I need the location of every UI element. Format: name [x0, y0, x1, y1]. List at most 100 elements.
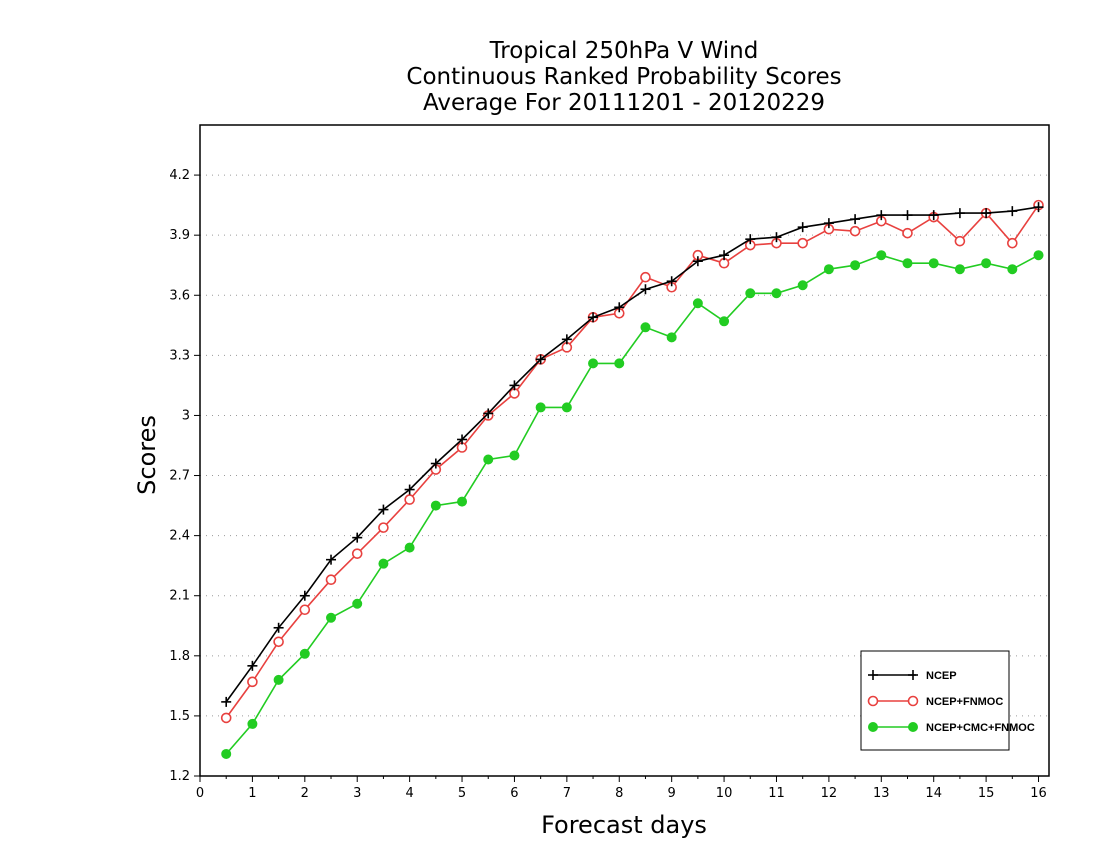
legend-label-ncep: NCEP	[926, 670, 957, 682]
data-point-ncep-cmc-fnmoc	[902, 258, 913, 269]
data-point-ncep	[797, 222, 808, 233]
legend-marker-start-ncep-cmc-fnmoc	[868, 722, 878, 732]
x-tick-label: 7	[563, 786, 571, 801]
data-point-ncep-cmc-fnmoc	[430, 500, 441, 511]
data-point-ncep	[404, 484, 415, 495]
data-point-ncep	[247, 660, 258, 671]
data-point-ncep	[1007, 206, 1018, 217]
x-tick-label: 5	[458, 786, 466, 801]
legend-item-ncep-cmc-fnmoc: NCEP+CMC+FNMOC	[868, 722, 1035, 734]
y-tick-label: 2.7	[169, 469, 190, 484]
y-tick-label: 1.5	[169, 709, 190, 724]
data-point-ncep-fnmoc	[325, 574, 337, 585]
legend-item-ncep: NCEP	[868, 670, 957, 682]
data-point-ncep	[221, 696, 232, 707]
data-point-ncep-cmc-fnmoc	[326, 612, 337, 623]
x-tick-label: 8	[615, 786, 623, 801]
data-point-ncep	[273, 622, 284, 633]
data-point-ncep-cmc-fnmoc	[1033, 250, 1044, 261]
data-point-ncep-fnmoc	[351, 548, 363, 559]
y-tick-label: 3.9	[169, 228, 190, 243]
data-point-ncep-fnmoc	[849, 225, 861, 237]
data-point-ncep	[902, 210, 913, 221]
legend-marker-end-ncep-cmc-fnmoc	[908, 722, 918, 732]
data-point-ncep-cmc-fnmoc	[771, 288, 782, 299]
data-point-ncep-cmc-fnmoc	[561, 402, 572, 413]
series-ncep-cmc-fnmoc	[221, 250, 1044, 759]
y-axis-label: Scores	[133, 415, 161, 495]
data-point-ncep-cmc-fnmoc	[588, 358, 599, 369]
data-point-ncep	[561, 334, 572, 345]
data-point-ncep-cmc-fnmoc	[719, 316, 730, 327]
x-tick-label: 2	[301, 786, 309, 801]
data-point-ncep	[876, 210, 887, 221]
x-tick-label: 14	[925, 786, 942, 801]
y-tick-label: 3	[182, 408, 190, 423]
x-tick-label: 12	[821, 786, 838, 801]
data-point-ncep-cmc-fnmoc	[1007, 264, 1018, 275]
data-point-ncep-fnmoc	[954, 235, 966, 247]
x-tick-label: 4	[405, 786, 413, 801]
plot-area-frame	[199, 124, 1050, 777]
y-tick-label: 1.2	[169, 769, 190, 784]
x-tick-label: 9	[668, 786, 676, 801]
x-tick-label: 15	[978, 786, 995, 801]
data-point-ncep-cmc-fnmoc	[247, 718, 258, 729]
chart-title-line-3: Average For 20111201 - 20120229	[423, 90, 825, 116]
data-point-ncep	[588, 312, 599, 323]
data-point-ncep	[352, 532, 363, 543]
data-point-ncep	[719, 250, 730, 261]
data-point-ncep	[745, 234, 756, 245]
data-point-ncep-fnmoc	[299, 604, 311, 616]
y-tick-label: 3.3	[169, 348, 190, 363]
data-point-ncep	[823, 218, 834, 229]
data-point-ncep-fnmoc	[640, 271, 651, 283]
data-point-ncep	[640, 284, 651, 295]
data-point-ncep	[692, 256, 703, 267]
series-group	[220, 199, 1044, 759]
grid-lines	[200, 174, 1049, 717]
data-point-ncep-cmc-fnmoc	[640, 322, 651, 333]
x-tick-label: 1	[248, 786, 256, 801]
series-ncep	[221, 202, 1044, 707]
data-point-ncep-cmc-fnmoc	[981, 258, 992, 269]
x-tick-label: 3	[353, 786, 361, 801]
data-point-ncep	[666, 276, 677, 287]
data-point-ncep-cmc-fnmoc	[692, 298, 703, 309]
data-point-ncep	[457, 434, 468, 445]
series-line-ncep	[225, 206, 1039, 703]
y-tick-label: 1.8	[169, 649, 190, 664]
x-tick-label: 10	[716, 786, 733, 801]
y-tick-label: 2.4	[169, 529, 190, 544]
data-point-ncep	[850, 214, 861, 225]
data-point-ncep	[981, 208, 992, 219]
data-point-ncep	[928, 210, 939, 221]
data-point-ncep	[483, 408, 494, 419]
data-point-ncep-cmc-fnmoc	[614, 358, 625, 369]
data-point-ncep	[954, 208, 965, 219]
legend-marker-start-ncep-fnmoc	[867, 695, 879, 707]
data-point-ncep-cmc-fnmoc	[535, 402, 546, 413]
data-point-ncep-cmc-fnmoc	[797, 280, 808, 291]
x-tick-label: 0	[196, 786, 204, 801]
data-point-ncep-fnmoc	[1007, 237, 1018, 249]
x-tick-label: 6	[510, 786, 518, 801]
legend-marker-start-ncep	[868, 670, 878, 680]
data-point-ncep-cmc-fnmoc	[928, 258, 939, 269]
y-tick-label: 4.2	[169, 168, 190, 183]
data-point-ncep-fnmoc	[797, 237, 808, 249]
series-ncep-fnmoc	[220, 199, 1044, 724]
data-point-ncep	[535, 354, 546, 365]
data-point-ncep-cmc-fnmoc	[457, 496, 468, 507]
data-point-ncep	[509, 380, 520, 391]
legend-item-ncep-fnmoc: NCEP+FNMOC	[867, 695, 1003, 708]
data-point-ncep-fnmoc	[220, 712, 232, 724]
data-point-ncep-cmc-fnmoc	[954, 264, 965, 275]
data-point-ncep-cmc-fnmoc	[378, 558, 389, 569]
x-tick-label: 13	[873, 786, 890, 801]
data-point-ncep-cmc-fnmoc	[876, 250, 887, 261]
data-point-ncep-cmc-fnmoc	[666, 332, 677, 343]
data-point-ncep-cmc-fnmoc	[221, 748, 232, 759]
data-point-ncep-cmc-fnmoc	[483, 454, 494, 465]
